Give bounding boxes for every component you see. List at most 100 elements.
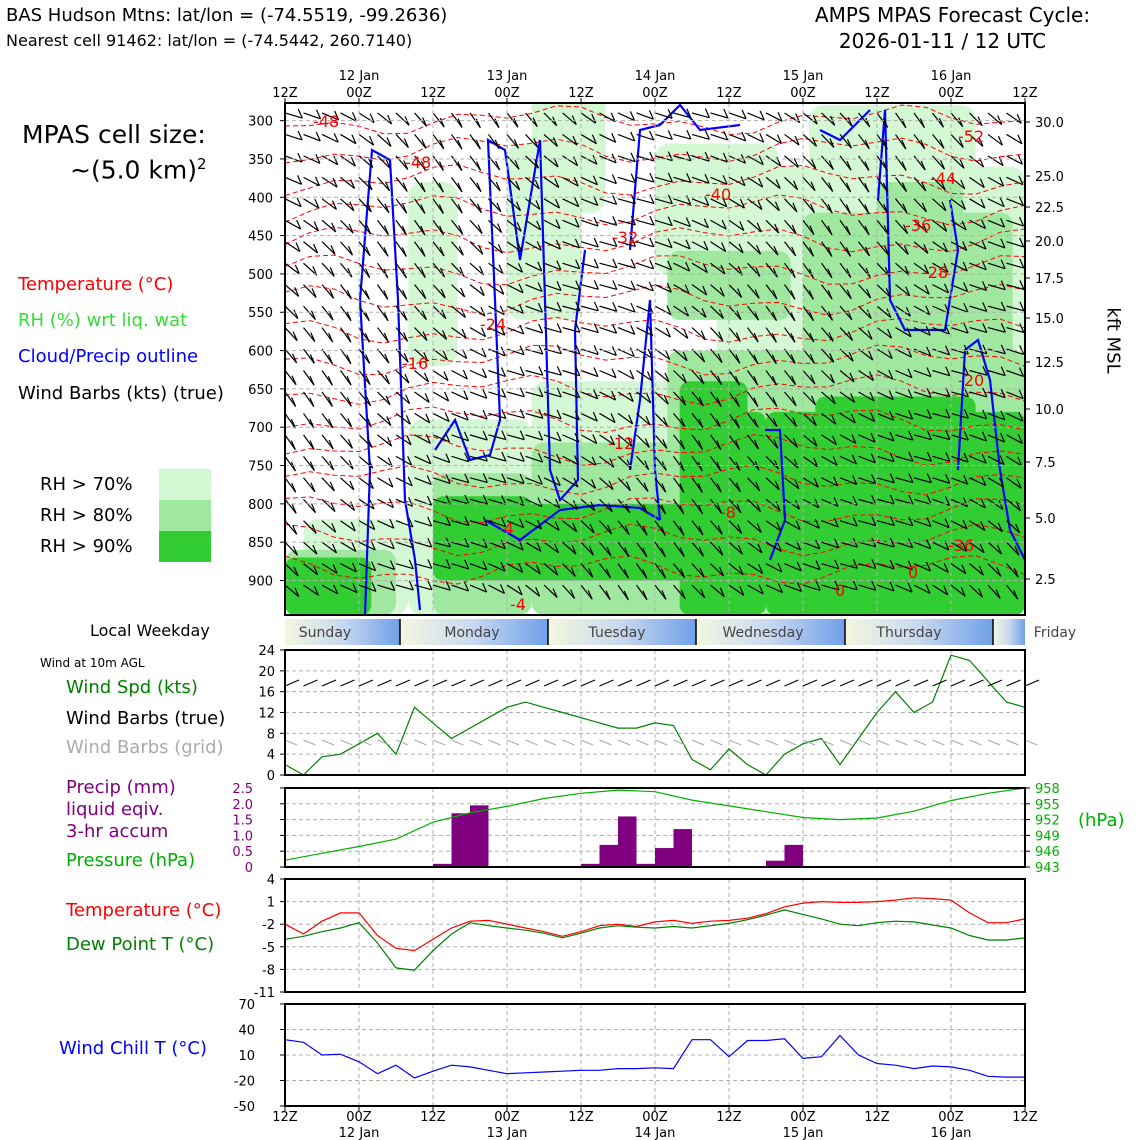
wind-barb (636, 151, 655, 162)
wind-barb (728, 241, 744, 254)
wind-barb (913, 561, 931, 572)
wind-barb-flag (442, 350, 448, 361)
temperature-contour (285, 104, 1025, 136)
wind-barb-shaft (802, 520, 820, 529)
wind-barb-shaft (691, 133, 710, 140)
wind-barb (895, 347, 913, 358)
wind-barb (451, 473, 470, 484)
wind-barb-shaft (950, 176, 966, 190)
wind-barb-shaft (377, 370, 390, 385)
wind-barb-flag (644, 438, 650, 448)
wind-barb-shaft (673, 413, 686, 428)
wind-barb-flag (864, 139, 870, 150)
wind-barb-flag (482, 451, 488, 462)
wind-barb-shaft (377, 305, 389, 322)
wind-barb (654, 260, 673, 271)
wind-barb-flag (866, 309, 872, 319)
wind-barb-shaft (765, 563, 783, 573)
wind-barb-shaft (469, 219, 483, 234)
wind-barb-shaft (987, 369, 1006, 377)
wind-barb-shaft (599, 498, 613, 513)
wind-barb-flag (629, 369, 635, 380)
wind-barb-shaft (506, 176, 521, 191)
wind-barb (950, 584, 966, 597)
wind-barb-shaft (543, 584, 558, 598)
wind-barb-shaft (913, 134, 926, 150)
wind-barb (987, 477, 1005, 488)
wind-barb-flag (311, 288, 317, 298)
wind-barb-flag (998, 500, 1004, 510)
wind-barb (543, 387, 562, 398)
wind-barb-shaft (599, 541, 612, 557)
wind-barb-shaft (858, 520, 877, 527)
wind-barb-flag (882, 182, 889, 193)
wind-barb-grid (987, 739, 1001, 746)
wind-barb (858, 580, 877, 591)
wind-barb-shaft (543, 434, 562, 442)
wind-axis-label: 16 (258, 686, 275, 701)
wind-barb-flag (630, 131, 636, 142)
wind-barb-shaft (802, 348, 815, 364)
wind-barb-flag (368, 458, 374, 469)
wind-barb-shaft (580, 326, 599, 334)
wind-barb (821, 155, 834, 170)
wind-barb-shaft (950, 327, 969, 334)
wind-barb-flag (402, 289, 408, 300)
wind-barb-shaft (673, 434, 686, 450)
wind-barb-flag (501, 430, 507, 440)
wind-barb-flag (755, 267, 761, 277)
wind-barb (395, 538, 414, 549)
wind-barb (691, 498, 704, 515)
wind-barb (673, 239, 691, 250)
wind-barb-shaft (340, 370, 352, 386)
wind-barb (913, 539, 932, 550)
wind-barb (802, 198, 815, 214)
wind-barb-shaft (858, 219, 870, 236)
legend-rh: RH (%) wrt liq. wat (18, 310, 188, 331)
wind-barb (673, 370, 687, 384)
wind-barb-flag (629, 347, 635, 357)
wind-barb (1024, 542, 1025, 544)
wind-barb-flag (809, 203, 815, 213)
wind-barb-flag (588, 545, 594, 556)
wind-barb-shaft (765, 219, 780, 234)
wind-barb (414, 412, 431, 424)
wind-barb (340, 413, 353, 428)
wind-barb (691, 434, 704, 450)
wind-barb-shaft (617, 541, 630, 557)
wind-barb-shaft (969, 305, 987, 312)
wind-barb-flag (871, 559, 877, 569)
wind-barb-flag (870, 412, 876, 422)
wind-barb-flag (701, 308, 707, 318)
wind-barb (617, 498, 631, 514)
wind-barb-shaft (321, 112, 339, 121)
wind-barb-shaft (821, 434, 837, 446)
wind-barb-shaft (285, 219, 301, 230)
wind-barb (765, 111, 783, 122)
dewpoint-label: Dew Point T (°C) (66, 934, 215, 955)
wind-barb (1006, 498, 1021, 512)
wind-barb-shaft (710, 219, 727, 230)
wind-barb-shaft (987, 198, 1005, 208)
wind-barb-shaft (784, 477, 800, 490)
wind-barb (710, 175, 728, 185)
wind-barb-flag (719, 587, 725, 597)
wind-barb-shaft (303, 563, 319, 576)
wind-barb (784, 477, 800, 490)
wind-barb-flag (926, 388, 932, 398)
wind-barb-shaft (340, 155, 356, 167)
wind-barb-flag (960, 179, 966, 190)
wind-barb-flag (961, 542, 968, 552)
wind-barb-shaft (488, 198, 502, 213)
windchill-axis-label: -20 (234, 1075, 255, 1090)
pressure-label: Pressure (hPa) (66, 850, 196, 871)
wind-barb-flag (310, 310, 316, 320)
wind-barb-shaft (506, 477, 525, 484)
wind-barb-flag (828, 182, 834, 192)
wind-barb-flag (351, 542, 357, 552)
wind-barb (358, 327, 370, 343)
wind-barb (303, 219, 319, 232)
wind-barb-shaft (987, 520, 1003, 533)
wind-barb-shaft (969, 348, 988, 355)
